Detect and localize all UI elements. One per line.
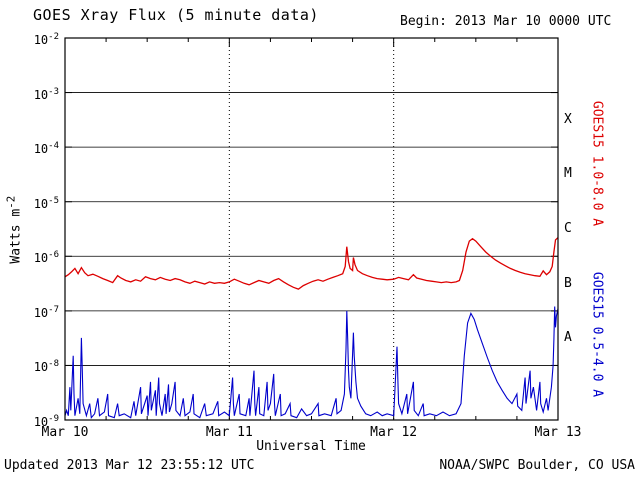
x-tick-label: Mar 12	[370, 425, 418, 440]
flux-class-label: C	[564, 221, 572, 236]
x-tick-label: Mar 13	[534, 425, 582, 440]
source-attribution: NOAA/SWPC Boulder, CO USA	[439, 458, 635, 473]
x-tick-label: Mar 10	[41, 425, 89, 440]
y-axis-label-base: Watts m	[8, 208, 24, 264]
y-tick-label: 10-2	[33, 32, 59, 47]
x-axis-label: Universal Time	[256, 439, 366, 454]
flux-class-label: A	[564, 330, 572, 346]
legend-long-channel: GOES15 1.0-8.0 A	[589, 100, 605, 227]
begin-timestamp: Begin: 2013 Mar 10 0000 UTC	[400, 14, 612, 29]
updated-timestamp: Updated 2013 Mar 12 23:55:12 UTC	[4, 458, 255, 473]
y-axis-label: Watts m-2	[4, 175, 23, 285]
y-axis-label-exponent: -2	[4, 195, 18, 209]
y-tick-label: 10-4	[33, 141, 59, 157]
y-tick-label: 10-8	[33, 359, 59, 375]
flux-class-label: B	[564, 275, 572, 291]
y-tick-label: 10-5	[33, 195, 59, 211]
page-title: GOES Xray Flux (5 minute data)	[33, 6, 319, 24]
x-tick-label: Mar 11	[205, 425, 253, 440]
y-tick-label: 10-6	[33, 250, 59, 266]
legend-short-channel: GOES15 0.5-4.0 A	[589, 271, 605, 398]
flux-class-label: X	[564, 111, 572, 127]
y-tick-label: 10-7	[33, 304, 59, 320]
flux-class-label: M	[564, 166, 572, 182]
y-tick-label: 10-9	[33, 414, 59, 429]
y-tick-label: 10-3	[33, 86, 59, 102]
